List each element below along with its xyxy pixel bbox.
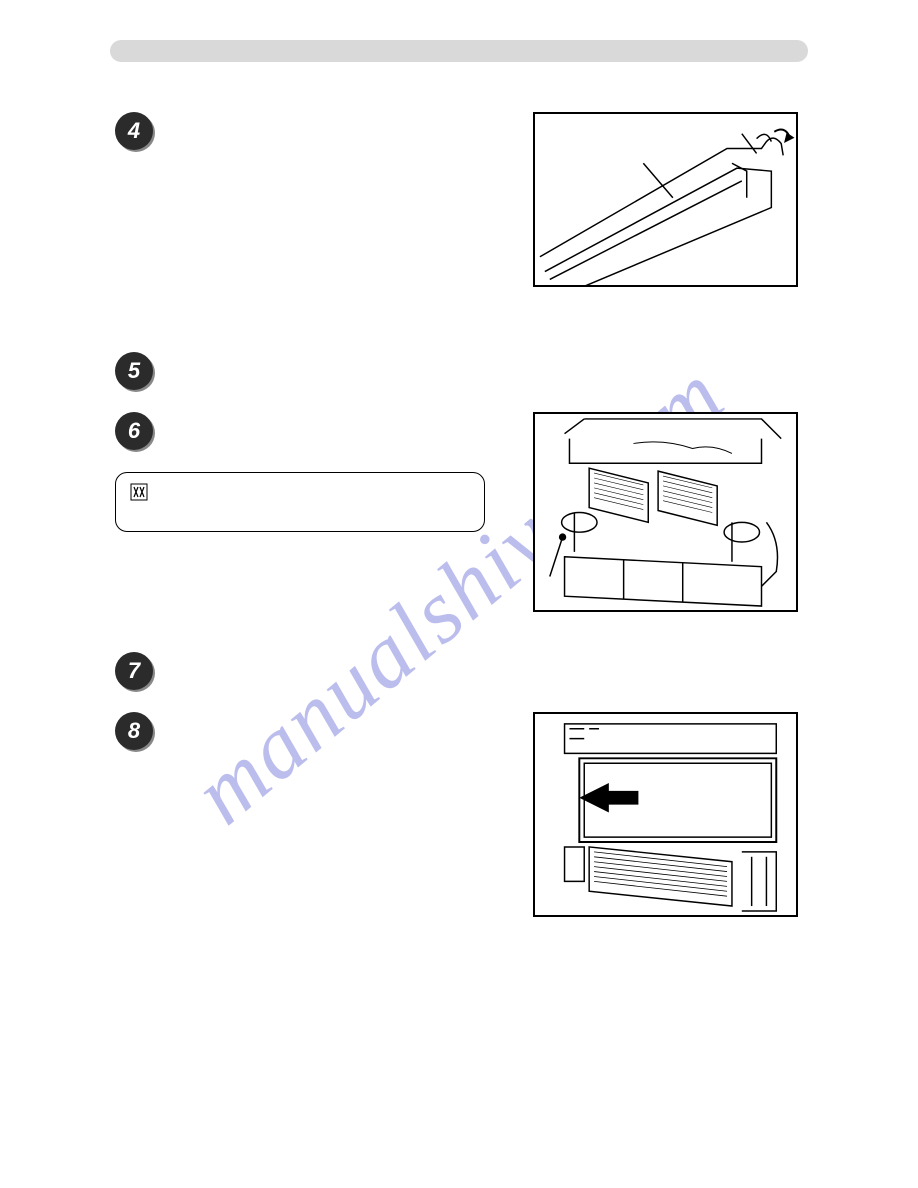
step-content: [153, 352, 858, 392]
step-number-badge: 8: [115, 712, 153, 750]
step-content: [153, 652, 858, 692]
step-number-badge: 7: [115, 652, 153, 690]
figure-illustration-1: [533, 112, 798, 287]
note-icon: [130, 483, 148, 501]
step-section-5: 5: [60, 352, 858, 392]
step-section-6: 6: [60, 412, 858, 652]
step-number-badge: 6: [115, 412, 153, 450]
step-number-badge: 5: [115, 352, 153, 390]
printer-interior-diagram-icon: [535, 414, 796, 611]
step-number-badge: 4: [115, 112, 153, 150]
step-section-8: 8: [60, 712, 858, 972]
step-section-4: 4: [60, 112, 858, 352]
printer-tray-diagram-icon: [535, 714, 796, 916]
note-callout-box: [115, 472, 485, 532]
printer-part-diagram-icon: [535, 114, 796, 286]
figure-illustration-3: [533, 712, 798, 917]
step-section-7: 7: [60, 652, 858, 692]
header-bar: [110, 40, 808, 62]
figure-illustration-2: [533, 412, 798, 612]
